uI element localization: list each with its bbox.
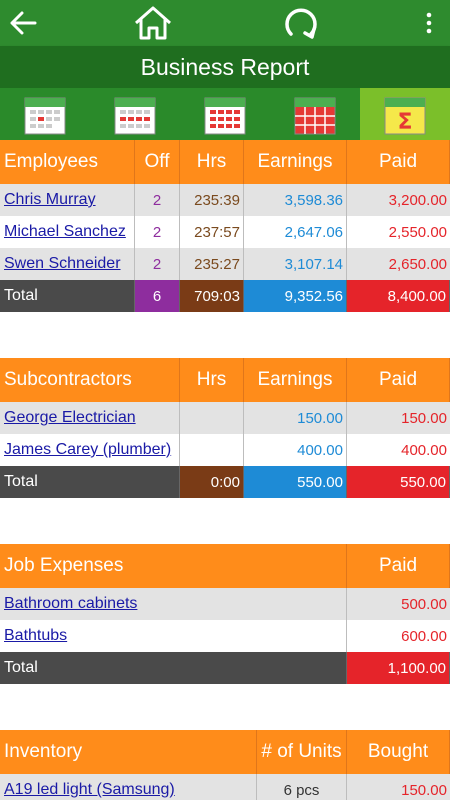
earnings-value: 150.00 — [244, 402, 347, 434]
back-arrow-icon — [10, 11, 37, 35]
hours-value — [180, 402, 244, 434]
column-header: Subcontractors — [0, 358, 180, 402]
inventory-header-row: Inventory # of Units Bought — [0, 730, 450, 774]
calendar-month-icon — [204, 97, 246, 135]
column-header: Off — [135, 140, 180, 184]
column-header: Paid — [347, 358, 450, 402]
overflow-menu-button[interactable] — [414, 0, 444, 46]
subcontractors-section: Subcontractors Hrs Earnings Paid George … — [0, 358, 450, 498]
paid-value: 500.00 — [401, 595, 447, 613]
home-icon — [135, 6, 171, 40]
column-header: Hrs — [180, 358, 244, 402]
inventory-link[interactable]: A19 led light (Samsung) — [4, 781, 175, 798]
expenses-header-row: Job Expenses Paid — [0, 544, 450, 588]
total-off: 6 — [135, 280, 180, 312]
earnings-value: 3,107.14 — [244, 248, 347, 280]
expense-link[interactable]: Bathtubs — [4, 627, 68, 644]
total-earnings: 9,352.56 — [244, 280, 347, 312]
expense-link[interactable]: Bathroom cabinets — [4, 595, 138, 612]
page-title: Business Report — [0, 46, 450, 88]
refresh-icon — [285, 8, 317, 39]
home-button[interactable] — [128, 0, 178, 46]
paid-value: 2,650.00 — [388, 255, 447, 273]
total-paid: 550.00 — [347, 466, 450, 498]
earnings-value: 400.00 — [244, 434, 347, 466]
earnings-value: 3,598.36 — [244, 184, 347, 216]
hours-value — [180, 434, 244, 466]
off-value: 2 — [135, 184, 180, 216]
table-row[interactable]: Chris Murray 2 235:39 3,598.36 3,200.00 — [0, 184, 450, 216]
column-header: Paid — [347, 140, 450, 184]
table-row[interactable]: Michael Sanchez 2 237:57 2,647.06 2,550.… — [0, 216, 450, 248]
calendar-year-icon — [294, 97, 336, 135]
total-paid: 1,100.00 — [347, 652, 450, 684]
hours-value: 235:39 — [180, 184, 244, 216]
tab-month[interactable] — [180, 88, 270, 140]
inventory-section: Inventory # of Units Bought A19 led ligh… — [0, 730, 450, 800]
column-header: Hrs — [180, 140, 244, 184]
tab-year[interactable] — [270, 88, 360, 140]
column-header: Job Expenses — [0, 544, 347, 588]
total-hours: 709:03 — [180, 280, 244, 312]
employee-link[interactable]: Swen Schneider — [4, 255, 121, 272]
paid-value: 2,550.00 — [388, 223, 447, 241]
paid-value: 600.00 — [401, 627, 447, 645]
column-header: Paid — [347, 544, 450, 588]
table-row[interactable]: James Carey (plumber) 400.00 400.00 — [0, 434, 450, 466]
period-tabs: Σ — [0, 88, 450, 140]
table-row[interactable]: Swen Schneider 2 235:27 3,107.14 2,650.0… — [0, 248, 450, 280]
subcontractors-total-row: Total 0:00 550.00 550.00 — [0, 466, 450, 498]
bought-value: 150.00 — [401, 781, 447, 799]
table-row[interactable]: A19 led light (Samsung) 6 pcs 150.00 — [0, 774, 450, 800]
svg-text:Σ: Σ — [397, 110, 412, 135]
overflow-menu-icon — [426, 12, 432, 34]
employee-link[interactable]: Chris Murray — [4, 191, 96, 208]
column-header: Earnings — [244, 140, 347, 184]
total-earnings: 550.00 — [244, 466, 347, 498]
calendar-day-icon — [24, 97, 66, 135]
expenses-total-row: Total 1,100.00 — [0, 652, 450, 684]
calendar-week-icon — [114, 97, 156, 135]
off-value: 2 — [135, 216, 180, 248]
total-hours: 0:00 — [180, 466, 244, 498]
paid-value: 3,200.00 — [388, 191, 447, 209]
paid-value: 150.00 — [401, 409, 447, 427]
off-value: 2 — [135, 248, 180, 280]
total-label: Total — [0, 652, 347, 684]
tab-week[interactable] — [90, 88, 180, 140]
column-header: Employees — [0, 140, 135, 184]
hours-value: 235:27 — [180, 248, 244, 280]
summary-sigma-icon: Σ — [384, 97, 426, 135]
tab-summary[interactable]: Σ — [360, 88, 450, 140]
table-row[interactable]: George Electrician 150.00 150.00 — [0, 402, 450, 434]
subcontractors-header-row: Subcontractors Hrs Earnings Paid — [0, 358, 450, 402]
employees-section: Employees Off Hrs Earnings Paid Chris Mu… — [0, 140, 450, 312]
column-header: # of Units — [257, 730, 347, 774]
column-header: Inventory — [0, 730, 257, 774]
expenses-section: Job Expenses Paid Bathroom cabinets 500.… — [0, 544, 450, 684]
subcontractor-link[interactable]: George Electrician — [4, 409, 136, 426]
table-row[interactable]: Bathroom cabinets 500.00 — [0, 588, 450, 620]
total-label: Total — [0, 466, 180, 498]
subcontractor-link[interactable]: James Carey (plumber) — [4, 441, 172, 458]
total-paid: 8,400.00 — [347, 280, 450, 312]
refresh-button[interactable] — [276, 0, 326, 46]
column-header: Bought — [347, 730, 450, 774]
employee-link[interactable]: Michael Sanchez — [4, 223, 126, 240]
employees-header-row: Employees Off Hrs Earnings Paid — [0, 140, 450, 184]
top-action-bar — [0, 0, 450, 46]
table-row[interactable]: Bathtubs 600.00 — [0, 620, 450, 652]
back-button[interactable] — [0, 0, 46, 46]
units-value: 6 pcs — [257, 774, 347, 800]
paid-value: 400.00 — [401, 441, 447, 459]
total-label: Total — [0, 280, 135, 312]
earnings-value: 2,647.06 — [244, 216, 347, 248]
hours-value: 237:57 — [180, 216, 244, 248]
tab-day[interactable] — [0, 88, 90, 140]
employees-total-row: Total 6 709:03 9,352.56 8,400.00 — [0, 280, 450, 312]
column-header: Earnings — [244, 358, 347, 402]
